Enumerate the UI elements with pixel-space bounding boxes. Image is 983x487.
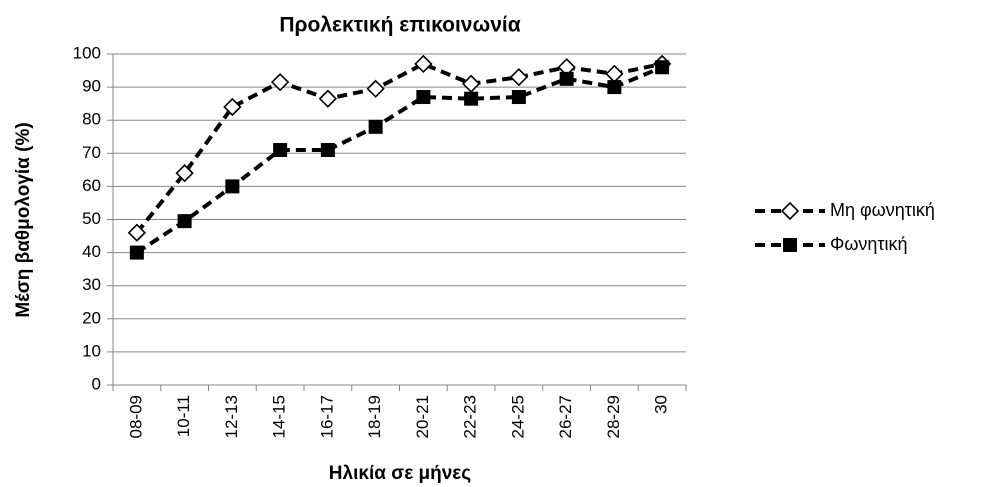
y-tick-label: 0 [92, 374, 101, 393]
y-tick-label: 50 [82, 209, 101, 228]
x-tick-label: 28-29 [604, 395, 623, 438]
data-point [273, 142, 288, 157]
data-point [464, 91, 479, 106]
x-tick-label: 26-27 [556, 395, 575, 438]
data-point [175, 164, 194, 183]
y-tick-label: 80 [82, 110, 101, 129]
y-tick-label: 10 [82, 341, 101, 360]
data-point [320, 142, 335, 157]
x-tick-label: 08-09 [126, 395, 145, 438]
x-tick-label: 14-15 [270, 395, 289, 438]
data-point [559, 71, 574, 86]
y-tick-label: 70 [82, 143, 101, 162]
x-tick-label: 16-17 [317, 395, 336, 438]
y-tick-label: 30 [82, 275, 101, 294]
y-tick-label: 100 [73, 43, 101, 62]
data-point [461, 74, 481, 93]
series-line [135, 65, 663, 255]
data-point [127, 223, 147, 242]
data-point [270, 73, 290, 92]
data-point [366, 79, 385, 98]
y-tick-label: 40 [82, 242, 101, 261]
x-tick-label: 30 [652, 395, 671, 414]
legend-marker [783, 238, 797, 252]
data-point [605, 64, 624, 83]
data-point [655, 60, 670, 75]
x-tick-label: 24-25 [508, 395, 527, 438]
x-tick-label: 12-13 [222, 395, 241, 438]
data-point [414, 54, 433, 74]
data-point [223, 97, 242, 117]
x-axis-label: Ηλικία σε μήνες [329, 463, 472, 484]
data-point [416, 90, 431, 105]
series-line [135, 61, 663, 234]
x-tick-label: 20-21 [413, 395, 432, 438]
legend-label: Μη φωνητική [830, 200, 935, 220]
chart-title: Προλεκτική επικοινωνία [279, 14, 520, 37]
data-point [368, 119, 383, 134]
y-tick-label: 60 [82, 176, 101, 195]
x-tick-label: 18-19 [365, 395, 384, 438]
data-point [318, 89, 338, 108]
y-tick-label: 20 [82, 308, 101, 327]
y-axis-label: Μέση βαθμολογία (%) [13, 122, 34, 317]
data-point [509, 68, 529, 87]
x-tick-label: 22-23 [461, 395, 480, 438]
data-point [511, 90, 526, 105]
legend-label: Φωνητική [830, 234, 908, 254]
legend-marker [780, 201, 800, 221]
data-point [177, 214, 192, 229]
data-point [225, 179, 240, 194]
y-tick-label: 90 [82, 77, 101, 96]
x-tick-label: 10-11 [174, 395, 193, 437]
data-point [129, 245, 144, 260]
data-point [607, 80, 622, 95]
